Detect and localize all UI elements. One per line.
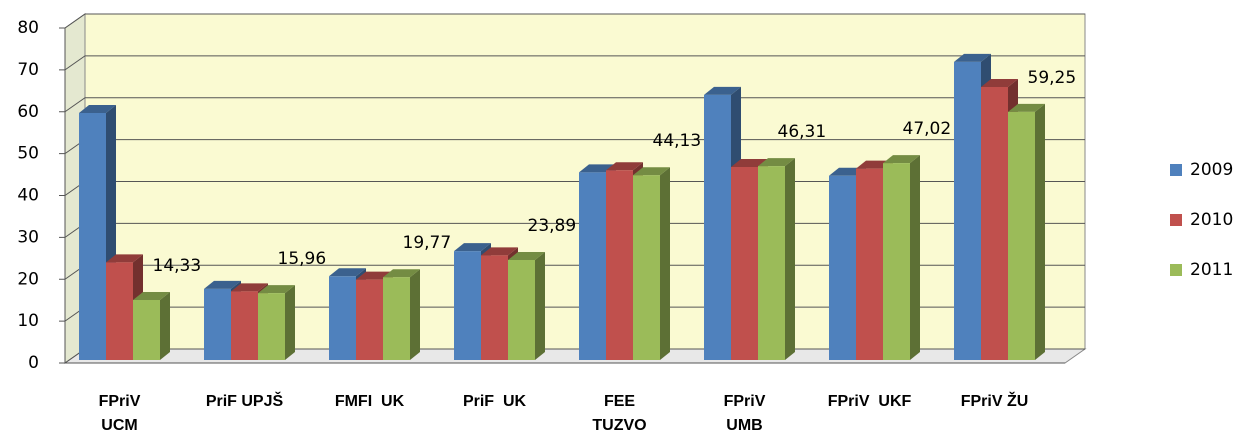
bar <box>633 167 670 360</box>
bar-front <box>829 175 856 360</box>
bar <box>508 251 545 360</box>
y-tick-label: 20 <box>17 269 39 289</box>
y-tick-label: 30 <box>17 227 39 247</box>
bar-front <box>981 86 1008 360</box>
bar-front <box>106 262 133 360</box>
bar <box>258 285 295 360</box>
y-tick-label: 80 <box>17 18 39 38</box>
legend-swatch <box>1170 264 1182 276</box>
data-label: 19,77 <box>403 233 452 253</box>
bar <box>383 269 420 360</box>
x-tick-label: PriF UPJŠ <box>205 393 284 410</box>
y-tick-label: 70 <box>17 60 39 80</box>
data-label: 59,25 <box>1028 68 1077 88</box>
data-label: 15,96 <box>278 249 327 269</box>
bar-top <box>883 155 920 164</box>
bar-front <box>856 168 883 360</box>
y-tick-label: 60 <box>17 102 39 122</box>
y-tick-label: 10 <box>17 311 39 331</box>
bar-top <box>329 268 366 277</box>
data-label: 23,89 <box>528 216 577 236</box>
bar-top <box>758 158 795 167</box>
bar-front <box>1008 111 1035 360</box>
bar-top <box>633 167 670 176</box>
bar <box>883 155 920 360</box>
bar-front <box>258 293 285 360</box>
bar-front <box>883 163 910 360</box>
bar-top <box>954 53 991 62</box>
data-label: 44,13 <box>653 131 702 151</box>
data-label: 46,31 <box>778 122 827 142</box>
x-tick-label: FPriV ŽU <box>960 393 1029 410</box>
bar-side <box>910 155 920 360</box>
data-label: 47,02 <box>903 119 952 139</box>
bar-front <box>133 299 160 360</box>
bar-top <box>731 158 768 167</box>
data-label: 14,33 <box>153 256 202 276</box>
bar <box>1008 103 1045 360</box>
bar-side <box>785 158 795 360</box>
grid-line <box>64 13 1085 29</box>
bar-top <box>383 269 420 278</box>
bar-front <box>454 251 481 360</box>
grid-line <box>64 55 1085 71</box>
y-tick-label: 0 <box>28 353 39 373</box>
bar-top <box>704 86 741 95</box>
x-tick-label: FPriV UKF <box>827 393 912 410</box>
x-tick-label: FPriV UCM <box>98 393 141 434</box>
bar <box>758 158 795 360</box>
legend-label: 2010 <box>1190 210 1233 230</box>
bar-top <box>481 247 518 256</box>
bar-side <box>535 251 545 360</box>
bar-front <box>79 112 106 360</box>
bar-top <box>606 162 643 171</box>
bar-top <box>1008 103 1045 112</box>
bar-front <box>731 166 758 360</box>
x-tick-label: FMFI UK <box>334 393 405 410</box>
y-tick-label: 50 <box>17 144 39 164</box>
bar-front <box>633 175 660 360</box>
legend-label: 2009 <box>1190 160 1233 180</box>
bar-front <box>704 94 731 361</box>
bar-front <box>204 288 231 360</box>
bar-front <box>606 170 633 360</box>
legend-label: 2011 <box>1190 260 1233 280</box>
x-tick-label: FEE TUZVO <box>592 393 647 434</box>
bar-front <box>758 166 785 360</box>
bar-top <box>204 280 241 289</box>
bar-top <box>106 254 143 263</box>
bar-front <box>329 276 356 360</box>
bar-front <box>481 255 508 360</box>
x-tick-label: FPriV UMB <box>723 393 766 434</box>
bar-top <box>454 243 491 252</box>
bar-top <box>508 251 545 260</box>
bar-top <box>231 283 268 292</box>
x-tick-label: PriF UK <box>462 393 527 410</box>
bar-side <box>1035 103 1045 360</box>
legend-swatch <box>1170 214 1182 226</box>
bar-side <box>160 291 170 360</box>
bar <box>133 291 170 360</box>
bar-top <box>79 104 116 113</box>
bar-front <box>356 279 383 360</box>
grid-line <box>64 97 1085 113</box>
bar-top <box>981 78 1018 87</box>
bar-front <box>579 172 606 360</box>
bar-side <box>660 167 670 360</box>
bar-top <box>133 291 170 300</box>
bar-side <box>285 285 295 360</box>
bar-front <box>383 277 410 360</box>
y-tick-label: 40 <box>17 186 39 206</box>
bar-top <box>258 285 295 294</box>
bar-front <box>508 259 535 360</box>
bar-front <box>954 61 981 360</box>
bar-front <box>231 291 258 360</box>
bar-side <box>410 269 420 360</box>
legend-swatch <box>1170 164 1182 176</box>
